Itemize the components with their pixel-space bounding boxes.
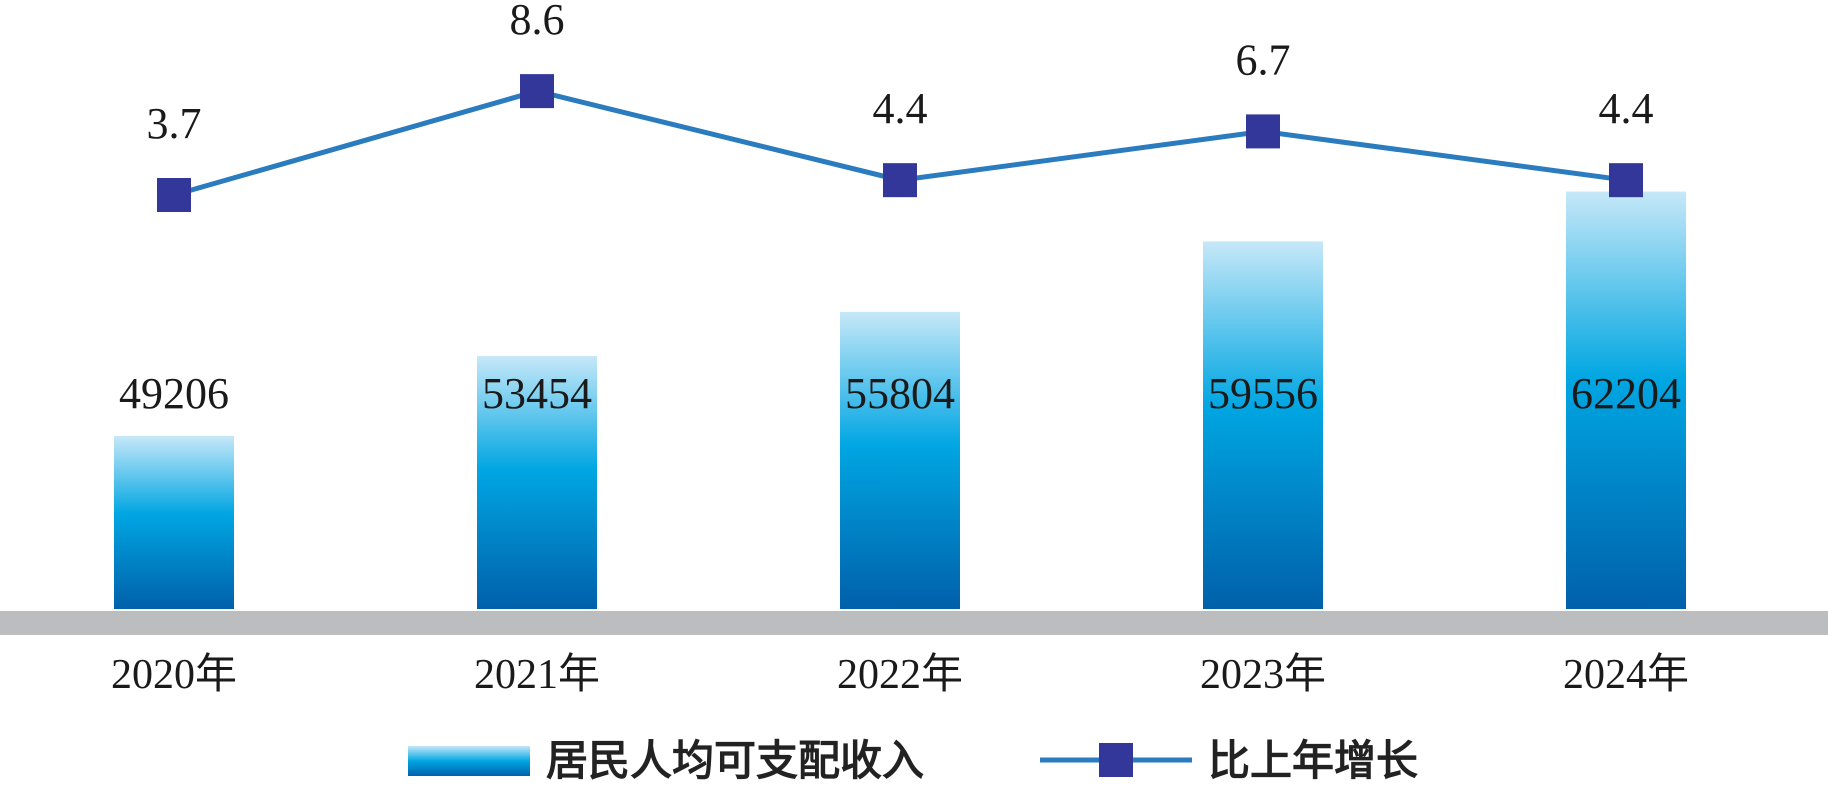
legend: 居民人均可支配收入 比上年增长 bbox=[408, 736, 1418, 785]
bar-value-label-0: 49206 bbox=[119, 369, 229, 418]
growth-value-label-4: 4.4 bbox=[1599, 84, 1654, 133]
legend-line-label: 比上年增长 bbox=[1208, 736, 1418, 785]
bar-2 bbox=[840, 311, 960, 609]
bar-0 bbox=[114, 435, 234, 609]
x-tick-group: 2020年 2021年 2022年 2023年 2024年 bbox=[111, 651, 1689, 698]
x-tick-label-4: 2024年 bbox=[1563, 651, 1689, 698]
growth-marker-4 bbox=[1609, 163, 1643, 198]
bar-3 bbox=[1203, 241, 1323, 609]
growth-marker-2 bbox=[883, 163, 917, 198]
bar-value-label-4: 62204 bbox=[1571, 369, 1681, 418]
growth-marker-1 bbox=[520, 74, 554, 109]
growth-value-label-0: 3.7 bbox=[147, 99, 202, 148]
bar-value-label-3: 59556 bbox=[1208, 369, 1318, 418]
bar-value-label-2: 55804 bbox=[845, 369, 955, 418]
x-tick-label-3: 2023年 bbox=[1200, 651, 1326, 698]
bar-group bbox=[114, 191, 1686, 609]
growth-marker-3 bbox=[1246, 114, 1280, 149]
growth-marker-0 bbox=[157, 178, 191, 212]
x-tick-label-1: 2021年 bbox=[474, 651, 600, 698]
x-tick-label-0: 2020年 bbox=[111, 651, 237, 698]
x-tick-label-2: 2022年 bbox=[837, 651, 963, 698]
growth-value-label-2: 4.4 bbox=[873, 84, 928, 133]
bar-value-label-1: 53454 bbox=[482, 369, 592, 418]
bar-4 bbox=[1566, 191, 1686, 609]
legend-line-marker bbox=[1099, 743, 1133, 777]
growth-value-label-1: 8.6 bbox=[510, 0, 565, 44]
bar-1 bbox=[477, 356, 597, 609]
x-axis-baseline bbox=[0, 611, 1828, 635]
bar-label-group: 49206 53454 55804 59556 62204 bbox=[119, 369, 1681, 418]
legend-bar-label: 居民人均可支配收入 bbox=[546, 736, 924, 785]
growth-label-group: 3.7 8.6 4.4 6.7 4.4 bbox=[147, 0, 1654, 148]
growth-value-label-3: 6.7 bbox=[1236, 35, 1291, 84]
growth-marker-group bbox=[157, 74, 1643, 212]
legend-bar-swatch bbox=[408, 746, 530, 776]
